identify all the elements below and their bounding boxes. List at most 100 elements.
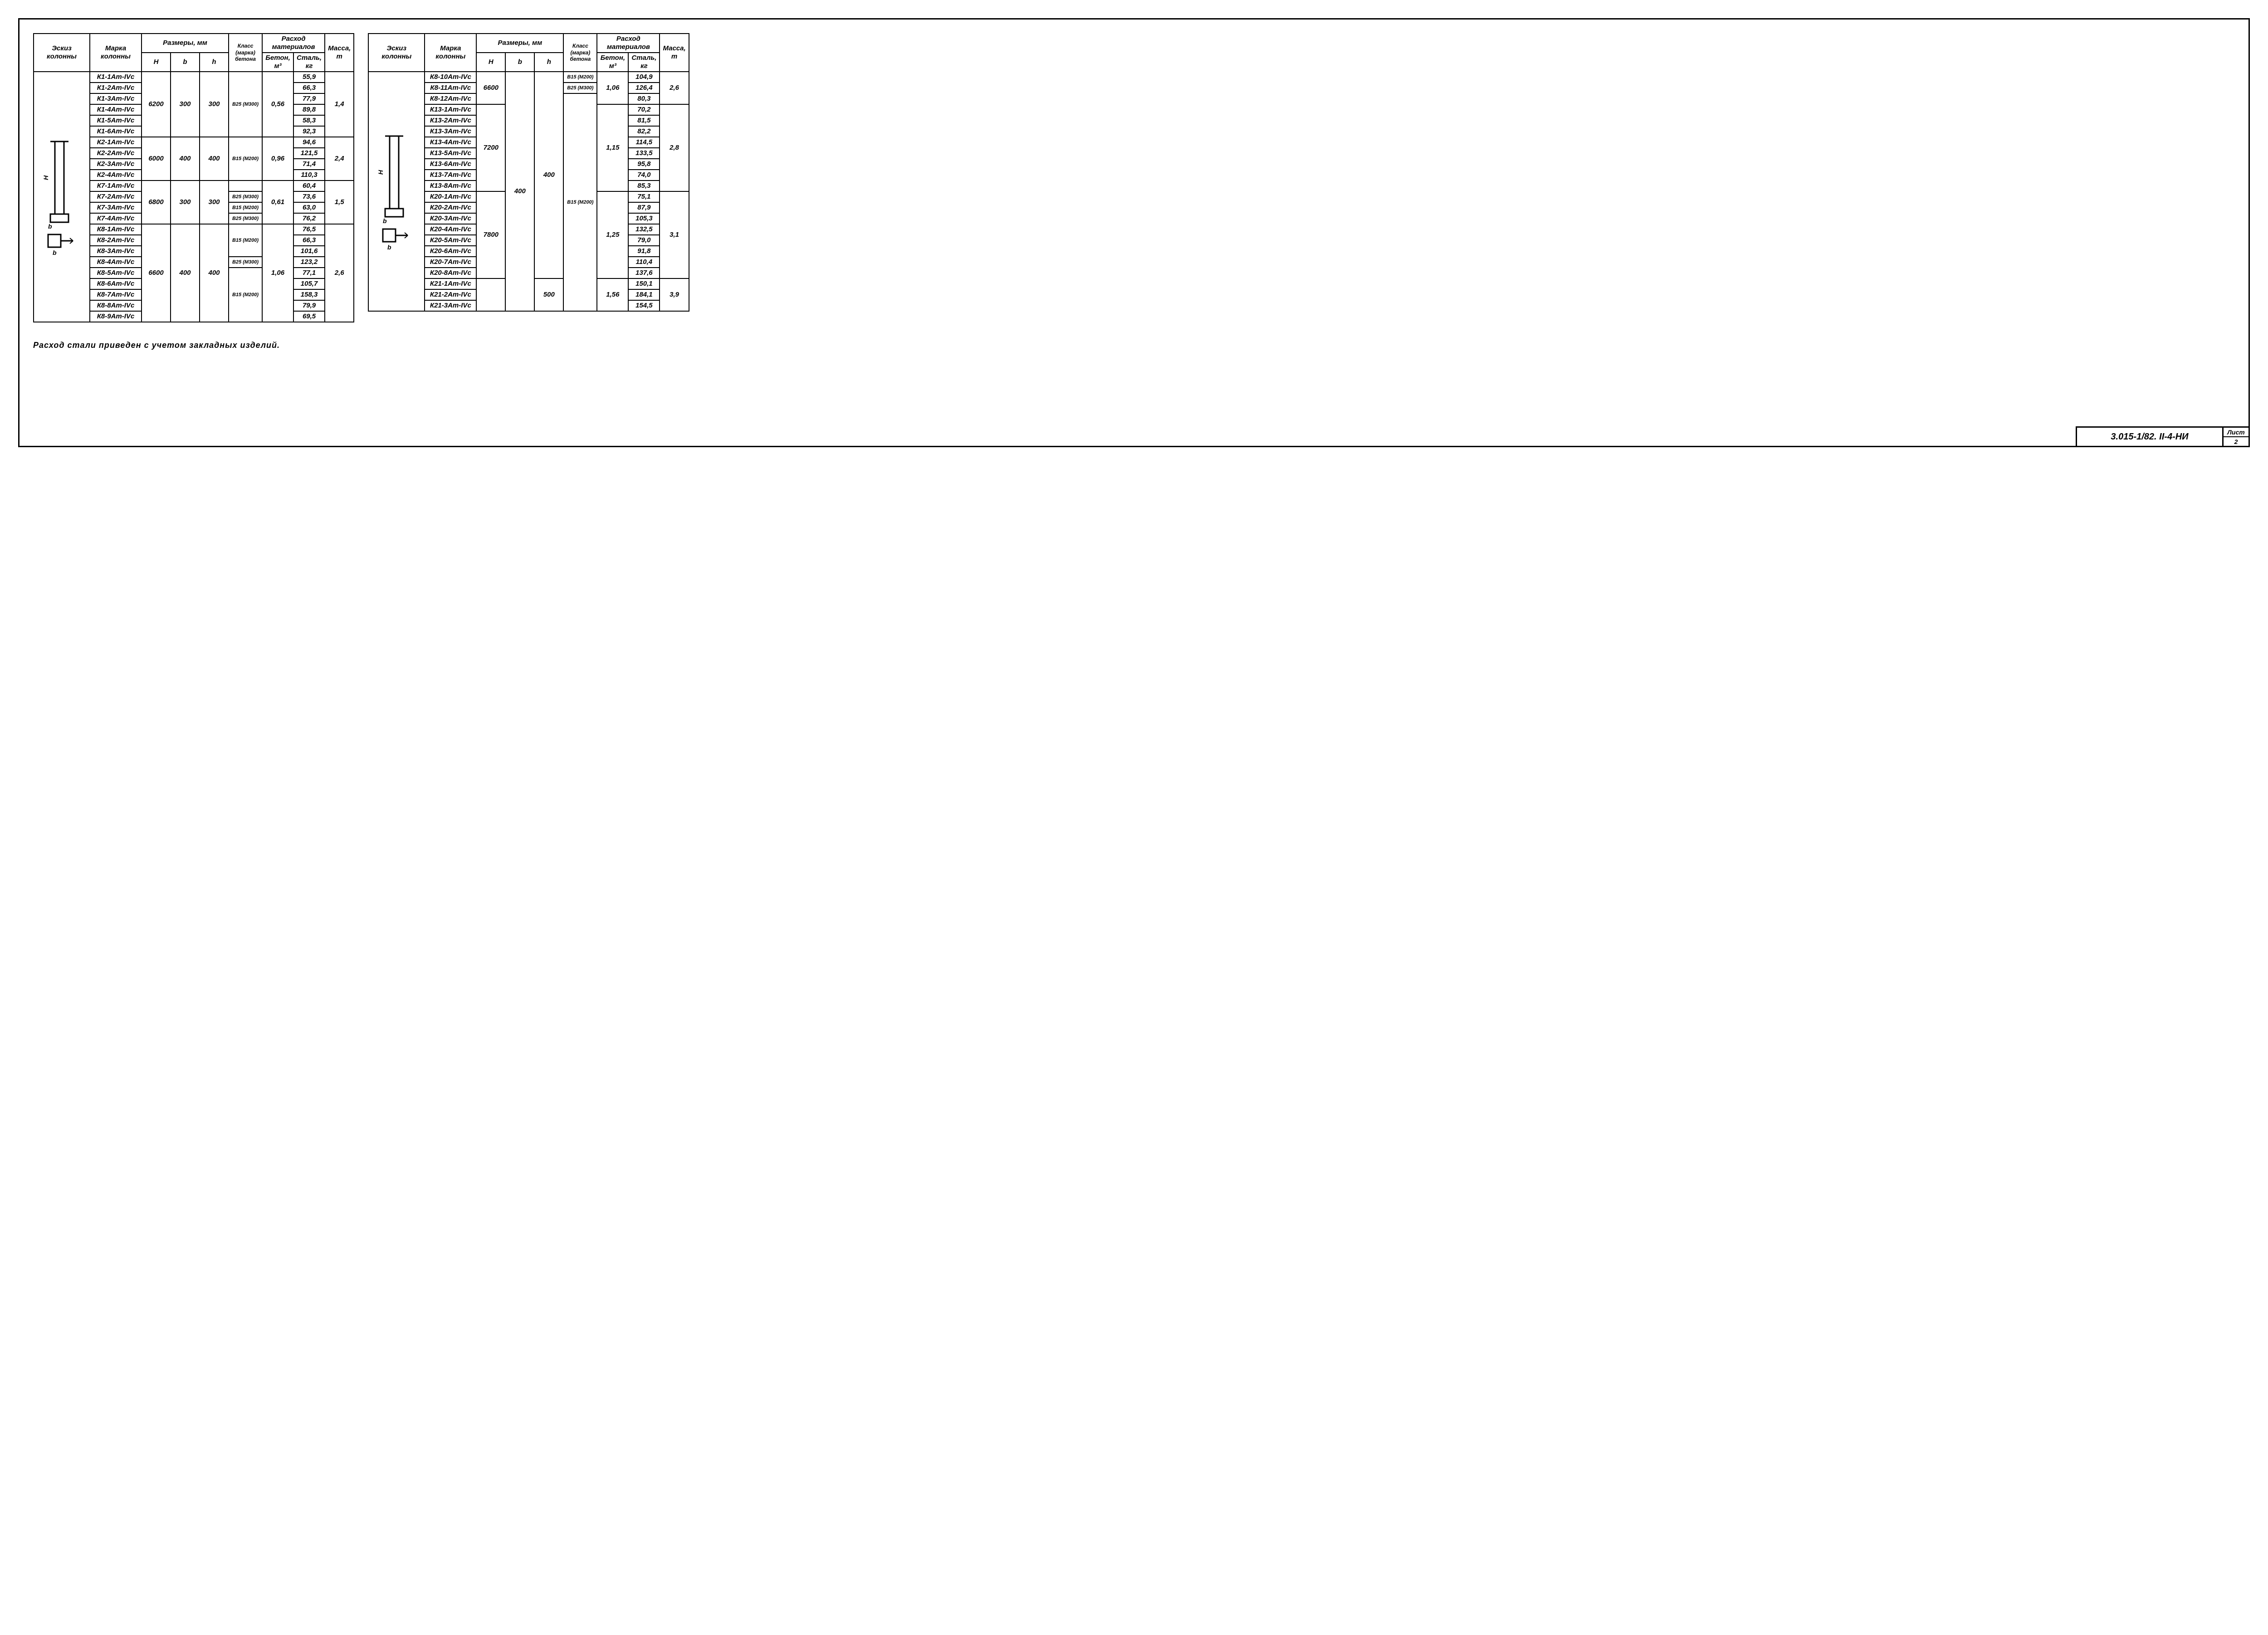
hdr-beton: Бетон, м³ bbox=[262, 53, 293, 72]
b-cell: 300 bbox=[171, 181, 200, 224]
klass-cell: В15 (М200) bbox=[563, 72, 597, 83]
h-cell: 500 bbox=[534, 278, 563, 311]
stal-cell: 110,3 bbox=[293, 170, 325, 181]
H-cell: 7800 bbox=[476, 191, 505, 278]
marka-cell: К13-6Ат-IVс bbox=[425, 159, 476, 170]
hdr-h: h bbox=[534, 53, 563, 72]
hdr-klass: Класс (марка) бетона bbox=[229, 34, 262, 72]
stal-cell: 71,4 bbox=[293, 159, 325, 170]
marka-cell: К8-10Ат-IVс bbox=[425, 72, 476, 83]
stal-cell: 81,5 bbox=[628, 115, 660, 126]
tables-container: Эскиз колонны Марка колонны Размеры, мм … bbox=[33, 33, 2235, 322]
klass-cell: В25 (М300) bbox=[229, 191, 262, 202]
marka-cell: К8-9Ат-IVс bbox=[90, 311, 142, 322]
stal-cell: 105,3 bbox=[628, 213, 660, 224]
column-sketch-icon: H b b bbox=[374, 132, 419, 249]
stal-cell: 77,9 bbox=[293, 93, 325, 104]
beton-cell: 1,56 bbox=[597, 278, 628, 311]
H-cell: 6800 bbox=[142, 181, 171, 224]
svg-text:b: b bbox=[387, 244, 391, 249]
stal-cell: 66,3 bbox=[293, 235, 325, 246]
marka-cell: К20-6Ат-IVс bbox=[425, 246, 476, 257]
marka-cell: К1-6Ат-IVс bbox=[90, 126, 142, 137]
table-row: H b b К8-10Ат-IVс6600400400В15 (М200)1,0… bbox=[368, 72, 689, 83]
stal-cell: 91,8 bbox=[628, 246, 660, 257]
eskiz-cell: H b b bbox=[34, 72, 90, 322]
table-row: H b b К1-1Ат-IVс6200300300В25 (М300)0,56… bbox=[34, 72, 354, 83]
marka-cell: К8-7Ат-IVс bbox=[90, 289, 142, 300]
marka-cell: К2-4Ат-IVс bbox=[90, 170, 142, 181]
stal-cell: 66,3 bbox=[293, 83, 325, 93]
massa-cell: 2,6 bbox=[325, 224, 354, 322]
H-cell: 6000 bbox=[142, 137, 171, 181]
stal-cell: 85,3 bbox=[628, 181, 660, 191]
klass-cell: В15 (М200) bbox=[229, 137, 262, 181]
stal-cell: 184,1 bbox=[628, 289, 660, 300]
b-cell: 400 bbox=[171, 137, 200, 181]
stal-cell: 123,2 bbox=[293, 257, 325, 268]
stal-cell: 126,4 bbox=[628, 83, 660, 93]
stal-cell: 94,6 bbox=[293, 137, 325, 148]
marka-cell: К20-7Ат-IVс bbox=[425, 257, 476, 268]
marka-cell: К20-3Ат-IVс bbox=[425, 213, 476, 224]
stal-cell: 158,3 bbox=[293, 289, 325, 300]
b-cell: 400 bbox=[505, 72, 534, 311]
marka-cell: К8-6Ат-IVс bbox=[90, 278, 142, 289]
h-cell: 300 bbox=[200, 181, 229, 224]
hdr-stal: Сталь, кг bbox=[628, 53, 660, 72]
marka-cell: К13-3Ат-IVс bbox=[425, 126, 476, 137]
stal-cell: 133,5 bbox=[628, 148, 660, 159]
svg-text:H: H bbox=[377, 170, 384, 175]
stal-cell: 89,8 bbox=[293, 104, 325, 115]
svg-text:H: H bbox=[42, 175, 49, 180]
columns-table-left: Эскиз колонны Марка колонны Размеры, мм … bbox=[33, 33, 354, 322]
hdr-razmery: Размеры, мм bbox=[142, 34, 229, 53]
klass-cell: В25 (М300) bbox=[229, 72, 262, 137]
massa-cell: 3,9 bbox=[660, 278, 689, 311]
sheet-number: 2 bbox=[2224, 437, 2248, 446]
stal-cell: 79,9 bbox=[293, 300, 325, 311]
klass-cell: В25 (М300) bbox=[229, 257, 262, 268]
marka-cell: К21-1Ат-IVс bbox=[425, 278, 476, 289]
columns-table-right: Эскиз колонны Марка колонны Размеры, мм … bbox=[368, 33, 689, 312]
stal-cell: 114,5 bbox=[628, 137, 660, 148]
marka-cell: К13-7Ат-IVс bbox=[425, 170, 476, 181]
stal-cell: 150,1 bbox=[628, 278, 660, 289]
stal-cell: 76,5 bbox=[293, 224, 325, 235]
H-cell bbox=[476, 278, 505, 311]
beton-cell: 0,56 bbox=[262, 72, 293, 137]
stal-cell: 95,8 bbox=[628, 159, 660, 170]
klass-cell: В15 (М200) bbox=[229, 202, 262, 213]
marka-cell: К13-8Ат-IVс bbox=[425, 181, 476, 191]
massa-cell: 2,6 bbox=[660, 72, 689, 104]
hdr-massa: Масса, т bbox=[660, 34, 689, 72]
marka-cell: К21-2Ат-IVс bbox=[425, 289, 476, 300]
marka-cell: К1-2Ат-IVс bbox=[90, 83, 142, 93]
H-cell: 6200 bbox=[142, 72, 171, 137]
hdr-beton: Бетон, м³ bbox=[597, 53, 628, 72]
marka-cell: К8-8Ат-IVс bbox=[90, 300, 142, 311]
beton-cell: 1,15 bbox=[597, 104, 628, 191]
klass-cell: В25 (М300) bbox=[229, 213, 262, 224]
h-cell: 300 bbox=[200, 72, 229, 137]
klass-cell: В15 (М200) bbox=[563, 93, 597, 311]
stal-cell: 121,5 bbox=[293, 148, 325, 159]
svg-text:b: b bbox=[53, 249, 57, 255]
marka-cell: К1-5Ат-IVс bbox=[90, 115, 142, 126]
H-cell: 6600 bbox=[142, 224, 171, 322]
H-cell: 7200 bbox=[476, 104, 505, 191]
stal-cell: 77,1 bbox=[293, 268, 325, 278]
stal-cell: 60,4 bbox=[293, 181, 325, 191]
klass-cell: В15 (М200) bbox=[229, 268, 262, 322]
massa-cell: 1,5 bbox=[325, 181, 354, 224]
stal-cell: 104,9 bbox=[628, 72, 660, 83]
beton-cell: 1,06 bbox=[262, 224, 293, 322]
marka-cell: К20-8Ат-IVс bbox=[425, 268, 476, 278]
klass-cell: В25 (М300) bbox=[563, 83, 597, 93]
document-number: 3.015-1/82. II-4-НИ bbox=[2077, 428, 2224, 446]
stal-cell: 69,5 bbox=[293, 311, 325, 322]
h-cell: 400 bbox=[200, 137, 229, 181]
hdr-h: h bbox=[200, 53, 229, 72]
hdr-razmery: Размеры, мм bbox=[476, 34, 563, 53]
massa-cell: 1,4 bbox=[325, 72, 354, 137]
